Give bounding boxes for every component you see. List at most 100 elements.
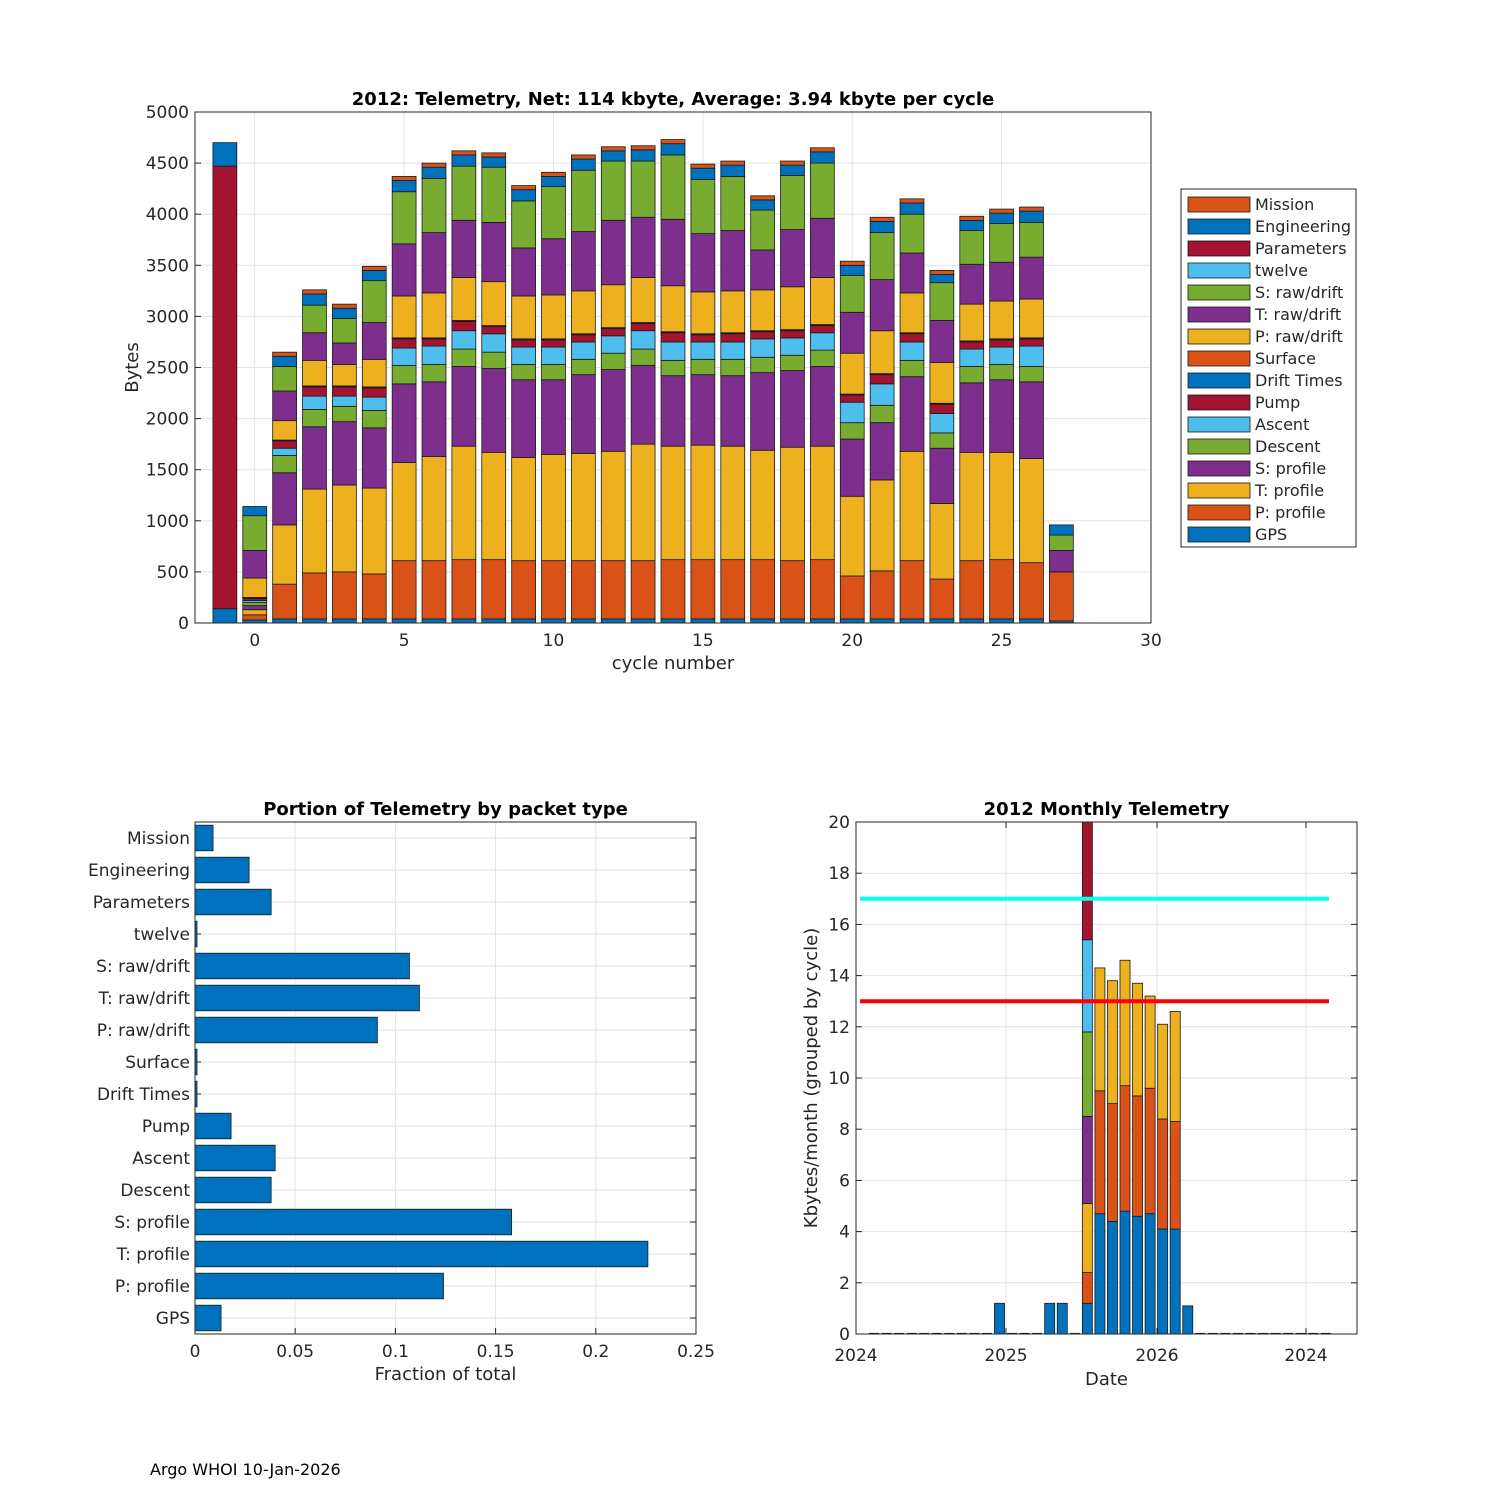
chart1-bar-segment — [421, 345, 447, 365]
chart1-ytick-label: 1000 — [146, 512, 189, 532]
chart1-bar-segment — [929, 361, 955, 404]
chart1-bar-segment — [481, 618, 507, 624]
chart1-bar-segment — [541, 379, 566, 455]
chart1-bar-segment — [959, 230, 985, 265]
chart1-bar-segment — [421, 292, 447, 339]
chart1-bar-segment — [600, 335, 626, 354]
chart3-bar-segment — [1107, 1103, 1118, 1222]
chart3-bar-segment — [1157, 1118, 1169, 1230]
chart1-bar-segment — [899, 359, 925, 378]
chart1-bar-segment — [810, 332, 835, 351]
chart2-xtick-label: 0.15 — [477, 1342, 515, 1362]
chart1-bar-segment — [750, 199, 775, 211]
chart1-bar-segment — [959, 215, 985, 221]
legend-swatch — [1187, 328, 1251, 345]
chart1-bar-segment — [630, 365, 656, 445]
chart1-bar-segment — [899, 341, 925, 361]
chart1-bar-segment — [600, 352, 626, 370]
chart1-bar-segment — [451, 559, 477, 620]
chart1-bar-segment — [332, 386, 357, 397]
chart1-bar-segment — [630, 560, 656, 620]
legend-swatch — [1187, 306, 1251, 323]
chart1-bar-segment — [272, 355, 297, 367]
chart1-bar-segment — [720, 290, 746, 334]
chart1-ytick-label: 0 — [178, 614, 189, 634]
chart2-category-label: T: profile — [116, 1245, 190, 1265]
chart1-bar-segment — [541, 560, 566, 620]
chart1-bar-segment — [541, 453, 566, 562]
chart1-bar-segment — [511, 618, 536, 624]
chart1-bar-segment — [511, 247, 536, 297]
chart3-ytick-label: 6 — [839, 1171, 850, 1191]
chart2-category-label: Surface — [125, 1053, 190, 1073]
chart1-bar-segment — [242, 602, 268, 607]
chart1-bar-segment — [541, 238, 566, 296]
legend-label: Engineering — [1255, 217, 1351, 236]
chart1-bar-segment — [690, 559, 716, 620]
chart1-bar-segment — [571, 358, 596, 376]
chart1-bar-segment — [391, 618, 417, 624]
chart1-bar-segment — [361, 573, 387, 620]
chart1-bar-segment — [272, 420, 297, 441]
chart1-bar-segment — [391, 295, 417, 339]
chart1-ytick-label: 5000 — [146, 103, 189, 123]
chart1-bar-segment — [1049, 524, 1074, 536]
chart1-bar-segment — [242, 515, 268, 551]
chart1-bar-segment — [660, 143, 686, 156]
chart3-bar-segment — [1044, 1302, 1056, 1335]
chart1-bar-segment — [899, 450, 925, 562]
chart1-bar-segment — [839, 438, 865, 497]
chart1-bar-segment — [571, 341, 596, 360]
legend-label: P: profile — [1255, 503, 1326, 522]
chart1-bar-segment — [839, 311, 865, 354]
chart1-bar-segment — [481, 333, 507, 353]
chart1-bar-segment — [929, 403, 955, 414]
chart1-bar-segment — [810, 162, 835, 219]
chart1-bar-segment — [391, 347, 417, 366]
chart1-bar-segment — [750, 289, 775, 332]
chart1-bar-segment — [541, 346, 566, 365]
chart1-bar-segment — [720, 559, 746, 620]
chart1-bar-segment — [451, 366, 477, 447]
chart1-bar-segment — [421, 560, 447, 620]
chart1-bar-segment — [630, 160, 656, 218]
chart2-category-label: Mission — [127, 829, 190, 849]
chart1-title: 2012: Telemetry, Net: 114 kbyte, Average… — [352, 89, 994, 110]
chart1-bar-segment — [959, 303, 985, 342]
chart2-bar — [194, 1016, 378, 1044]
chart1-bar-segment — [989, 559, 1014, 620]
chart3-axes-frame — [855, 821, 1358, 1335]
chart1-bar-segment — [690, 334, 716, 343]
chart3-bar-segment — [1169, 1228, 1181, 1335]
chart1-bar-segment — [720, 164, 746, 177]
chart2-bar — [194, 984, 420, 1012]
chart1-bar-segment — [780, 174, 805, 230]
chart1-bar-segment — [959, 618, 985, 624]
chart1-ytick-label: 2000 — [146, 410, 189, 430]
chart1-bar-segment — [242, 577, 268, 598]
chart3-bar-segment — [1081, 939, 1093, 1033]
chart1-bar-segment — [600, 160, 626, 221]
chart1-bar-segment — [750, 618, 775, 624]
chart1-bar-segment — [750, 356, 775, 374]
chart1-bar-segment — [391, 191, 417, 245]
chart1-bar-segment — [839, 401, 865, 424]
chart1-bar-segment — [810, 147, 835, 153]
chart1-bar-segment — [451, 445, 477, 561]
chart1-bar-segment — [630, 145, 656, 151]
chart1-bar-segment — [839, 260, 865, 266]
chart1-ylabel: Bytes — [122, 342, 143, 393]
chart1-bar-segment — [361, 487, 387, 575]
chart1-bar-segment — [869, 220, 895, 233]
chart1-bar-segment — [481, 156, 507, 168]
chart1-bar-segment — [750, 331, 775, 340]
chart1-bar-segment — [660, 359, 686, 377]
chart2-xtick-label: 0.1 — [382, 1342, 409, 1362]
chart1-bar-segment — [421, 166, 447, 179]
chart2-bar — [194, 1304, 222, 1332]
legend-label: Mission — [1255, 195, 1314, 214]
chart1-bar-segment — [511, 339, 536, 348]
chart1-bar-segment — [690, 341, 716, 360]
chart1-bar-segment — [302, 409, 327, 428]
chart1-bar-segment — [660, 559, 686, 620]
